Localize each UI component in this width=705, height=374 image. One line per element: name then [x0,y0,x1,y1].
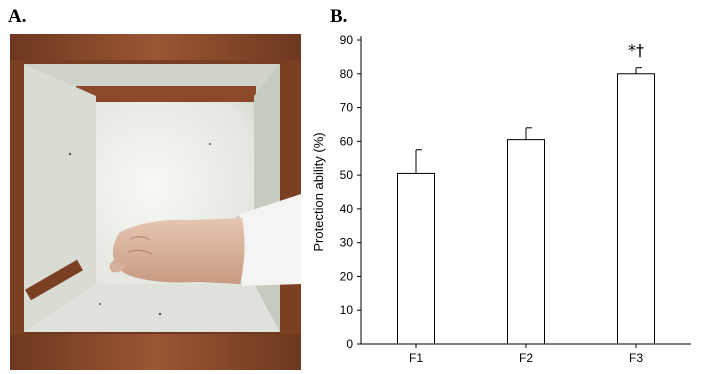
y-tick-label: 30 [340,236,354,250]
bars: *† [397,41,655,345]
bar-F2 [507,139,545,345]
y-tick-label: 60 [340,134,354,148]
x-tick-label: F3 [629,351,643,365]
y-tick-label: 40 [340,202,354,216]
y-tick-label: 10 [340,303,354,317]
y-axis-title: Protection ability (%) [311,132,326,251]
significance-label-F3: *† [628,41,644,60]
panel-b-label: B. [330,6,348,27]
y-tick-label: 90 [340,33,354,47]
panel-a-label: A. [8,6,27,27]
x-axis-ticks: F1 F2 F3 [409,344,643,365]
bar-F1 [397,172,435,345]
protection-ability-chart: 0 10 20 30 40 50 60 70 80 90 *† F1 F2 F3 Protection… [311,33,691,365]
hand-in-box-photo [10,34,301,370]
x-tick-label: F1 [409,351,423,365]
y-axis-ticks: 0 10 20 30 40 50 60 70 80 90 [340,33,361,351]
bar-F3 [617,73,655,345]
y-tick-label: 20 [340,269,354,283]
y-tick-label: 0 [346,337,353,351]
y-tick-label: 50 [340,168,354,182]
y-tick-label: 80 [340,67,354,81]
y-tick-label: 70 [340,101,354,115]
x-tick-label: F2 [519,351,533,365]
